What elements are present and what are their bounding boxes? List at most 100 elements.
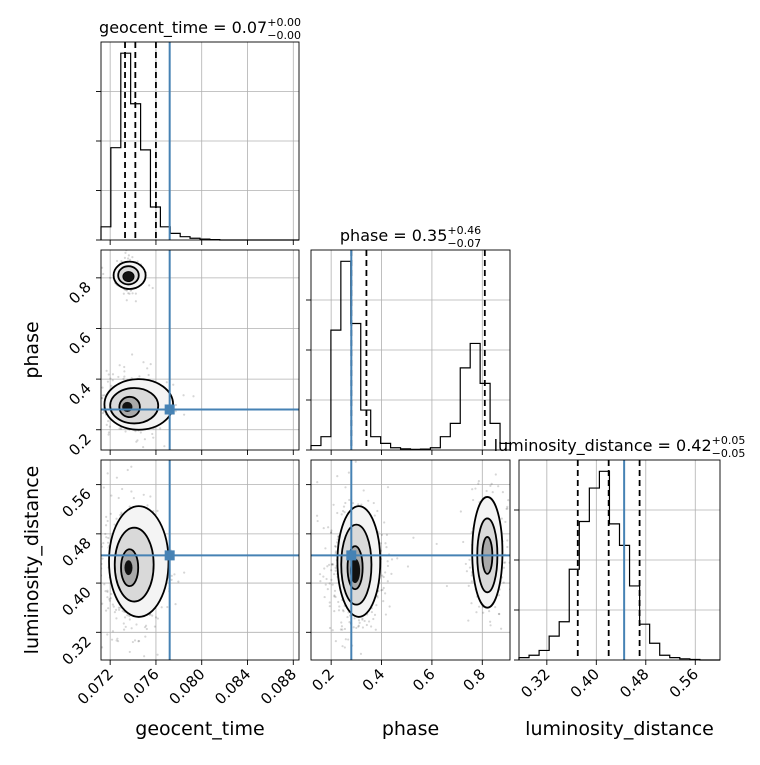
sample-point-0-1-472 [109,377,112,380]
x-axis-label-geocent_time: geocent_time [135,718,264,740]
tick-label-x-phase-3: 0.8 [460,665,490,695]
sample-point-2-0-365 [367,499,370,502]
sample-point-2-0-71 [348,621,351,624]
sample-point-0-0-65 [120,259,123,263]
sample-point-0-0-191 [127,248,129,250]
sample-point-0-0-139 [128,292,131,295]
sample-point-0-1-148 [131,353,134,356]
sample-point-1-0-406 [103,583,106,586]
sample-point-1-0-83 [126,614,129,617]
histogram-phase [310,260,511,450]
sample-point-2-0-295 [406,565,410,568]
contour-0-1-2 [103,378,175,431]
sample-point-2-0-339 [363,619,366,623]
tick-label-y-phase-2: 0.6 [65,329,95,359]
tick-label-y-luminosity_distance-1: 0.40 [58,583,94,619]
sample-point-2-0-451 [383,521,386,524]
sample-point-1-0-39 [133,639,137,642]
histogram-luminosity_distance [518,470,720,661]
sample-point-2-1-58 [494,606,497,609]
sample-point-0-0-142 [127,292,130,295]
sample-point-1-0-190 [89,562,91,564]
sample-point-2-0-134 [370,610,374,614]
sample-point-0-1-212 [135,440,138,443]
sample-point-2-0-506 [374,628,377,631]
contour-2-0-1 [340,523,373,606]
sample-point-0-0-79 [126,257,130,260]
sample-point-2-0-213 [342,505,346,508]
sample-point-0-0-69 [122,292,125,295]
sample-point-2-1-243 [497,612,501,616]
sample-point-0-1-288 [118,427,121,430]
sample-point-0-1-236 [103,394,106,397]
sample-point-1-0-52 [154,616,158,619]
sample-point-2-0-305 [344,501,347,505]
sample-point-2-0-158 [333,594,336,597]
sample-point-0-0-116 [127,254,130,257]
sample-point-2-0-301 [315,514,319,517]
sample-point-0-0-175 [87,258,89,260]
title-plus-geocent_time: +0.00 [267,16,301,29]
sample-point-1-0-15 [115,476,119,479]
sample-point-2-0-402 [316,481,319,484]
sample-point-2-0-97 [284,615,286,617]
sample-point-1-0-306 [108,598,111,601]
sample-point-0-1-334 [122,377,125,380]
title-minus-geocent_time: −0.00 [267,29,301,42]
sample-point-2-1-133 [505,507,508,510]
sample-point-1-0-418 [113,523,116,526]
sample-point-0-1-425 [101,411,105,415]
sample-point-1-0-129 [166,605,169,609]
sample-point-1-0-254 [106,589,109,592]
sample-point-0-1-394 [89,405,91,407]
sample-point-0-1-359 [107,433,110,436]
sample-point-2-1-29 [477,482,480,485]
sample-point-1-0-92 [104,524,108,527]
sample-point-2-0-286 [359,652,363,655]
sample-point-1-0-139 [106,472,109,475]
sample-point-2-1-283 [471,488,474,491]
tick-label-x-luminosity_distance-0: 0.32 [517,665,553,701]
sample-point-2-0-254 [333,589,337,592]
tick-label-x-phase-1: 0.4 [359,665,389,695]
sample-point-2-0-378 [337,600,340,604]
sample-point-0-1-254 [143,438,146,441]
sample-point-1-0-94 [173,573,176,576]
sample-point-2-0-357 [328,626,332,630]
sample-point-0-1-488 [105,369,108,372]
sample-point-2-0-141 [341,509,345,513]
sample-point-0-1-387 [136,439,139,442]
sample-point-1-0-512 [94,620,96,622]
sample-point-2-0-39 [344,486,347,489]
sample-point-0-1-133 [149,362,152,366]
sample-point-0-0-124 [148,284,151,287]
sample-point-2-0-345 [341,628,344,631]
sample-point-2-0-22 [354,460,357,463]
sample-point-1-0-308 [104,609,108,612]
sample-point-2-0-237 [382,586,385,590]
sample-point-1-0-297 [128,505,131,508]
frame-geocent_time-phase [100,249,300,451]
sample-point-2-0-239 [318,573,322,576]
sample-point-1-0-3 [101,646,104,649]
tick-label-x-phase-0: 0.2 [308,665,338,695]
sample-point-2-1-84 [506,507,509,510]
sample-point-2-0-375 [331,629,334,632]
sample-point-2-0-511 [382,575,385,579]
sample-point-1-0-71 [135,623,138,626]
sample-point-1-0-22 [160,606,163,609]
title-minus-phase: −0.07 [447,237,481,250]
sample-point-1-0-333 [112,605,115,608]
sample-point-2-0-274 [326,565,329,568]
sample-point-0-0-130 [129,224,131,226]
sample-point-2-1-49 [504,561,507,564]
sample-point-1-0-151 [170,574,173,577]
sample-point-1-0-335 [144,635,147,638]
tick-label-y-luminosity_distance-0: 0.32 [58,632,94,668]
sample-point-0-1-154 [101,397,104,400]
truth-point-phase-luminosity_distance [346,550,357,561]
title-plus-luminosity_distance: +0.05 [712,434,746,447]
sample-point-1-0-344 [122,622,125,625]
sample-point-2-1-100 [498,612,501,616]
